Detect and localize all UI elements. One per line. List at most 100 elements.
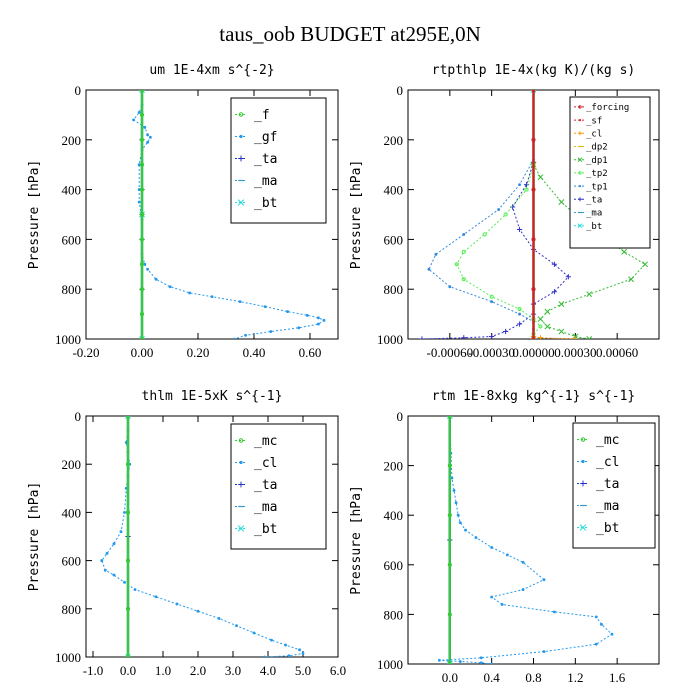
legend-label: _sf <box>586 116 602 126</box>
data-point <box>447 562 452 567</box>
x-tick-label: 4.0 <box>260 663 276 678</box>
y-tick-label: 200 <box>62 457 82 472</box>
data-point <box>565 274 571 280</box>
data-point <box>125 510 131 515</box>
data-point <box>558 328 565 335</box>
data-point <box>125 654 131 657</box>
data-point <box>594 642 598 646</box>
data-point <box>531 336 536 339</box>
data-point <box>642 261 649 268</box>
data-point <box>447 513 452 518</box>
data-point <box>437 658 441 662</box>
legend-label: _ma <box>254 174 277 189</box>
data-point <box>516 321 523 327</box>
data-point <box>454 262 459 267</box>
legend-marker <box>578 105 582 109</box>
data-point <box>154 595 158 599</box>
data-point <box>132 118 136 122</box>
series-markers-bt <box>125 416 131 657</box>
legend-marker <box>238 438 244 443</box>
legend-marker <box>238 481 244 488</box>
legend-label: _ta <box>586 195 602 205</box>
data-point <box>454 501 458 505</box>
legend-box <box>230 423 327 550</box>
data-point <box>175 602 179 606</box>
data-point <box>316 316 320 320</box>
data-point <box>537 174 544 181</box>
legend: _f _gf _ta _ma _bt <box>230 97 327 224</box>
data-point <box>447 661 452 664</box>
data-point <box>572 336 578 339</box>
legend-marker <box>580 480 586 487</box>
data-point <box>456 513 460 517</box>
data-point <box>125 416 131 419</box>
legend-marker <box>239 460 243 465</box>
panel-title: rtpthlp 1E-4x(kg K)/(kg s) <box>432 63 636 78</box>
data-point <box>628 276 635 283</box>
panel-title: um 1E-4xm s^{-2} <box>149 63 274 78</box>
series-markers-mc <box>125 416 131 657</box>
data-point <box>123 510 126 514</box>
y-tick-label: 1000 <box>377 657 403 672</box>
data-point <box>490 546 494 549</box>
data-point <box>474 536 478 539</box>
data-point <box>154 277 158 281</box>
x-tick-label: 0.0 <box>120 663 136 678</box>
legend-marker <box>238 112 244 117</box>
data-point <box>119 530 123 534</box>
data-point <box>139 162 145 167</box>
data-point <box>217 617 221 620</box>
data-point <box>235 624 238 628</box>
y-tick-label: 800 <box>384 282 404 297</box>
legend-marker <box>578 171 582 175</box>
legend-label: _cl <box>254 456 277 471</box>
legend-box <box>230 97 327 224</box>
data-point <box>544 323 551 330</box>
data-point <box>497 208 501 211</box>
y-axis-label: Pressure [hPa] <box>27 160 42 270</box>
legend-marker <box>580 437 586 442</box>
legend-label: _ta <box>254 152 277 167</box>
legend-label: _ta <box>254 478 277 493</box>
panel-rtpthlp: rtpthlp 1E-4x(kg K)/(kg s) Pressure [hPa]… <box>349 63 660 360</box>
legend-marker <box>579 524 587 531</box>
x-tick-label: 0.8 <box>525 670 541 685</box>
legend-marker <box>578 131 582 136</box>
legend-label: _ma <box>586 209 602 219</box>
legend: _mc _cl _ta _ma _bt <box>572 422 656 549</box>
y-tick-label: 0 <box>397 409 404 424</box>
series-line-tp2 <box>456 164 542 335</box>
data-point <box>509 204 516 210</box>
data-point <box>112 542 116 546</box>
legend-label: _ma <box>254 500 277 515</box>
figure-title: taus_oob BUDGET at295E,0N <box>219 22 481 46</box>
y-tick-label: 800 <box>384 607 404 622</box>
legend-marker <box>578 197 582 202</box>
data-point <box>305 313 309 317</box>
x-tick-label: 6.0 <box>330 663 346 678</box>
data-point <box>447 463 452 468</box>
y-tick-label: 400 <box>384 183 404 198</box>
data-point <box>139 137 145 142</box>
legend-marker <box>238 155 244 162</box>
data-point <box>531 287 536 292</box>
panel-rtm: rtm 1E-8xkg kg^{-1} s^{-1} Pressure [hPa]… <box>349 389 660 685</box>
data-point <box>594 615 598 619</box>
y-tick-label: 200 <box>384 133 404 148</box>
y-tick-label: 800 <box>62 602 82 617</box>
y-tick-label: 600 <box>384 232 404 247</box>
data-point <box>137 188 141 192</box>
legend-label: _tp1 <box>586 182 608 192</box>
legend-label: _f <box>254 108 270 123</box>
data-point <box>139 312 145 317</box>
data-point <box>139 112 145 117</box>
data-point <box>139 90 145 93</box>
data-point <box>139 212 145 217</box>
data-point <box>434 252 438 256</box>
series-markers-mc <box>447 416 452 664</box>
series-markers-forcing <box>531 90 536 339</box>
data-point <box>137 200 141 204</box>
data-point <box>322 318 326 322</box>
y-tick-label: 0 <box>75 409 82 424</box>
